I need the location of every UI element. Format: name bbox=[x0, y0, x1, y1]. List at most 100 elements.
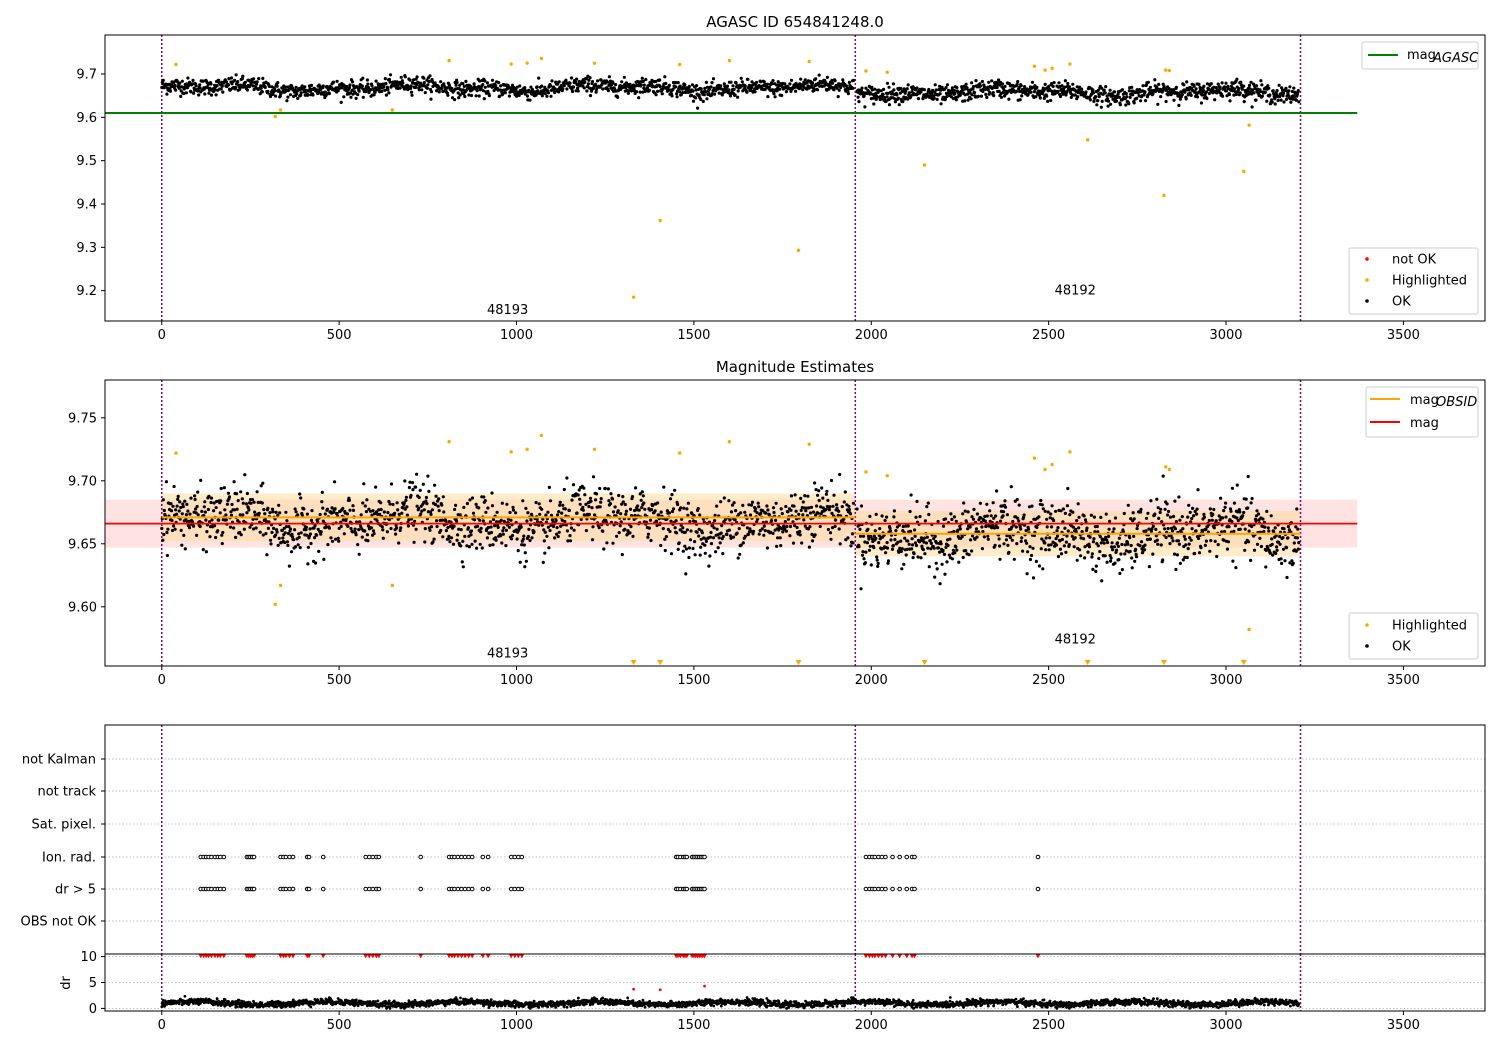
ok-point bbox=[1015, 82, 1019, 86]
ok-point bbox=[195, 504, 199, 509]
ok-point bbox=[978, 84, 983, 88]
ok-point bbox=[1287, 89, 1291, 93]
x-tick-label: 2500 bbox=[1032, 673, 1065, 688]
ok-point bbox=[366, 539, 370, 543]
ok-point bbox=[234, 85, 238, 90]
ok-point bbox=[1092, 537, 1096, 541]
ok-point bbox=[1295, 507, 1299, 511]
ok-point bbox=[262, 507, 266, 512]
ok-point bbox=[1020, 536, 1024, 540]
ok-point bbox=[601, 529, 605, 533]
ok-point bbox=[1022, 513, 1026, 517]
ok-point bbox=[739, 511, 743, 515]
highlighted-point bbox=[864, 69, 868, 73]
ok-point bbox=[476, 524, 480, 528]
ok-point bbox=[429, 512, 433, 517]
highlighted-point bbox=[864, 470, 868, 474]
ok-point bbox=[447, 83, 451, 87]
ok-point bbox=[351, 92, 355, 96]
ok-point bbox=[397, 541, 401, 545]
ok-point bbox=[500, 541, 504, 545]
ok-point bbox=[676, 81, 680, 85]
ok-point bbox=[1026, 93, 1030, 97]
ok-point bbox=[838, 542, 842, 546]
ok-point bbox=[964, 549, 968, 553]
x-tick-label: 500 bbox=[327, 328, 352, 343]
ok-point bbox=[286, 95, 290, 99]
ok-point bbox=[202, 505, 206, 509]
ok-point bbox=[514, 511, 518, 515]
ok-point bbox=[799, 496, 803, 500]
ok-point bbox=[891, 82, 896, 86]
ok-point bbox=[995, 489, 999, 493]
ok-point bbox=[881, 92, 885, 96]
highlighted-point bbox=[1050, 66, 1054, 71]
ok-point bbox=[1077, 515, 1081, 519]
ok-point bbox=[644, 77, 648, 82]
ok-point bbox=[1238, 91, 1242, 95]
y-tick-label: 9.4 bbox=[76, 198, 97, 213]
ok-point bbox=[490, 504, 495, 508]
ok-point bbox=[971, 84, 976, 89]
ok-point bbox=[192, 91, 196, 95]
ok-point bbox=[675, 531, 679, 535]
ok-point bbox=[812, 88, 816, 93]
ok-point bbox=[558, 500, 562, 504]
ok-point bbox=[253, 510, 257, 514]
ok-point bbox=[1006, 543, 1010, 547]
ok-point bbox=[1120, 568, 1124, 572]
ok-point bbox=[945, 560, 949, 564]
ok-point bbox=[178, 81, 182, 85]
ok-point bbox=[472, 82, 476, 86]
ok-point bbox=[1186, 515, 1190, 519]
ok-point bbox=[220, 541, 224, 546]
ok-point bbox=[780, 511, 784, 516]
ok-point bbox=[1221, 516, 1225, 520]
ok-point bbox=[1151, 524, 1155, 529]
ok-point bbox=[228, 525, 233, 529]
ok-point bbox=[1068, 513, 1072, 517]
ok-point bbox=[396, 508, 400, 512]
ok-point bbox=[418, 488, 422, 492]
ok-point bbox=[386, 510, 390, 515]
ok-point bbox=[685, 528, 690, 532]
highlighted-point bbox=[390, 583, 395, 588]
ok-point bbox=[950, 557, 955, 561]
ok-point bbox=[773, 95, 777, 99]
ok-point bbox=[717, 91, 721, 95]
ok-point bbox=[719, 84, 723, 88]
ok-point bbox=[838, 472, 842, 477]
ok-point bbox=[799, 508, 803, 512]
ok-point bbox=[849, 544, 853, 548]
ok-point bbox=[1066, 486, 1070, 491]
y-tick-label: 9.3 bbox=[76, 241, 97, 256]
ok-point bbox=[875, 555, 879, 559]
ok-point bbox=[727, 88, 731, 92]
ok-point bbox=[783, 82, 787, 86]
ok-point bbox=[414, 85, 418, 90]
ok-point bbox=[315, 533, 319, 537]
ok-point bbox=[778, 536, 782, 540]
ok-point bbox=[322, 557, 326, 562]
ok-point bbox=[342, 532, 346, 536]
ok-point bbox=[715, 504, 719, 508]
ok-point bbox=[1269, 514, 1273, 518]
ok-point bbox=[187, 526, 192, 530]
ok-point bbox=[293, 507, 297, 511]
ok-point bbox=[516, 549, 520, 553]
ok-point bbox=[727, 499, 731, 503]
ok-point bbox=[1051, 84, 1055, 88]
ok-point bbox=[993, 526, 997, 530]
ok-point bbox=[518, 560, 522, 564]
ok-point bbox=[709, 530, 713, 535]
ok-point bbox=[906, 83, 910, 87]
ok-point bbox=[611, 510, 616, 514]
ok-point bbox=[700, 531, 704, 535]
ok-point bbox=[1090, 552, 1094, 556]
ok-point bbox=[764, 511, 768, 515]
ok-point bbox=[1252, 91, 1256, 95]
ok-point bbox=[1194, 87, 1198, 91]
highlighted-point bbox=[1068, 450, 1072, 454]
ok-point bbox=[950, 86, 955, 90]
